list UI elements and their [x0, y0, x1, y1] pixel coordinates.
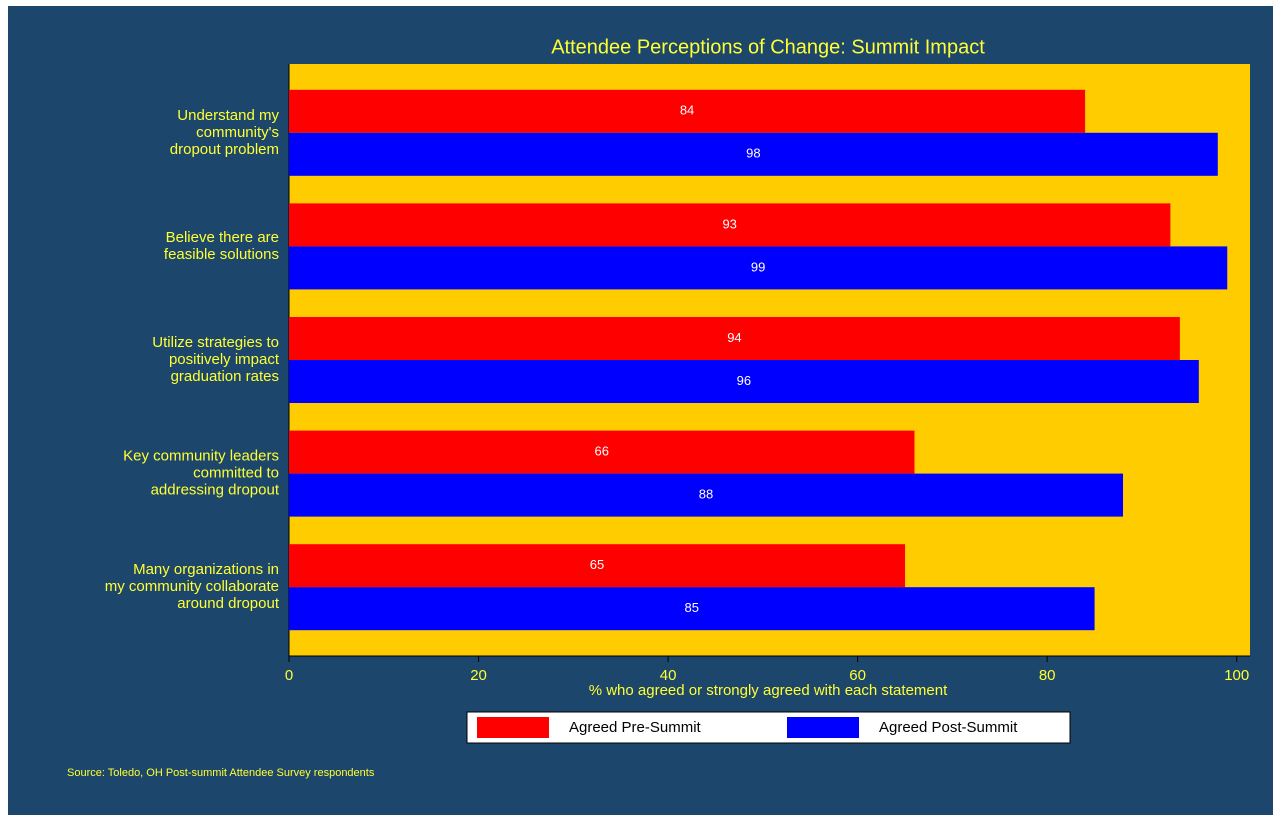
- legend-label: Agreed Pre-Summit: [569, 719, 702, 736]
- bar: [289, 360, 1199, 403]
- value-label: 66: [595, 444, 609, 459]
- bar: [289, 203, 1171, 247]
- y-tick-label: Many organizations in my community collab…: [105, 561, 280, 612]
- bar: [289, 246, 1228, 290]
- value-label: 98: [746, 146, 760, 161]
- y-tick-label: Key community leaders committed to address…: [123, 448, 280, 499]
- bar: [289, 587, 1095, 631]
- value-label: 96: [737, 373, 751, 388]
- value-label: 94: [727, 330, 741, 345]
- bar: [289, 544, 906, 588]
- bar: [289, 473, 1124, 517]
- legend-label: Agreed Post-Summit: [879, 719, 1018, 736]
- legend-swatch: [477, 717, 549, 738]
- value-label: 88: [699, 487, 713, 502]
- x-tick-label: 80: [1039, 667, 1056, 684]
- legend: [466, 711, 1071, 744]
- y-tick-label: Utilize strategies to positively impact gr…: [152, 334, 280, 385]
- x-tick-label: 60: [849, 667, 866, 684]
- value-label: 84: [680, 103, 694, 118]
- x-tick-label: 20: [470, 667, 487, 684]
- legend-swatch: [787, 717, 859, 738]
- value-label: 99: [751, 259, 765, 274]
- source-note: Source: Toledo, OH Post-summit Attendee …: [67, 767, 375, 779]
- x-tick-label: 40: [660, 667, 677, 684]
- x-tick-label: 100: [1224, 667, 1249, 684]
- bar: [289, 317, 1180, 360]
- value-label: 65: [590, 557, 604, 572]
- value-label: 93: [722, 216, 736, 231]
- y-tick-label: Believe there are feasible solutions: [164, 229, 279, 263]
- x-tick-label: 0: [285, 667, 293, 684]
- bar: [289, 89, 1086, 133]
- bar: [289, 132, 1218, 176]
- y-tick-label: Understand my community's dropout problem: [170, 107, 280, 158]
- bar: [289, 430, 915, 474]
- x-axis-label: % who agreed or strongly agreed with eac…: [589, 682, 948, 699]
- chart-title: Attendee Perceptions of Change: Summit I…: [551, 36, 985, 58]
- value-label: 85: [685, 600, 699, 615]
